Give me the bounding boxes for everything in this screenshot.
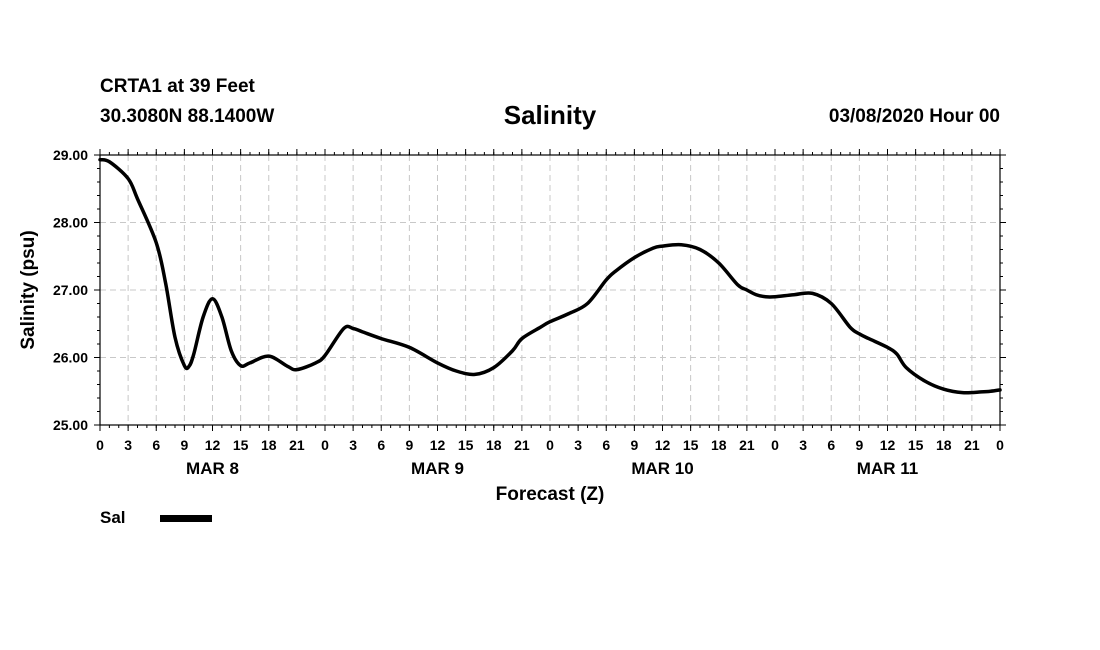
station-name: CRTA1 at 39 Feet <box>100 76 255 97</box>
y-axis-label: Salinity (psu) <box>18 230 39 349</box>
x-tick-label: 15 <box>908 437 924 453</box>
x-tick-label: 0 <box>996 437 1004 453</box>
date-label: MAR 11 <box>857 459 918 478</box>
x-tick-label: 0 <box>321 437 329 453</box>
x-tick-label: 6 <box>152 437 160 453</box>
plot-frame <box>99 154 1001 426</box>
date-label: MAR 9 <box>411 459 464 478</box>
x-tick-label: 21 <box>289 437 305 453</box>
series-layer <box>98 157 1002 395</box>
date-label: MAR 10 <box>631 459 693 478</box>
legend-swatch <box>160 514 212 522</box>
legend: Sal <box>100 508 212 528</box>
tick-labels: 25.00 26.00 27.00 28.00 29.00 0 3 6 9 12 15 18 21 0 3 6… <box>53 147 1004 478</box>
series-line-sal <box>98 157 1002 395</box>
run-time: 03/08/2020 Hour 00 <box>828 106 1000 127</box>
x-tick-label: 9 <box>180 437 188 453</box>
x-tick-label: 21 <box>964 437 980 453</box>
x-tick-label: 12 <box>205 437 221 453</box>
y-tick-label: 28.00 <box>53 215 88 231</box>
y-tick-label: 26.00 <box>53 350 88 366</box>
x-tick-label: 0 <box>546 437 554 453</box>
x-tick-label: 6 <box>827 437 835 453</box>
x-tick-label: 21 <box>739 437 755 453</box>
x-tick-label: 21 <box>514 437 530 453</box>
x-tick-label: 3 <box>124 437 132 453</box>
x-tick-label: 6 <box>377 437 385 453</box>
date-label: MAR 8 <box>186 459 239 478</box>
grid <box>100 155 1000 425</box>
x-tick-label: 3 <box>799 437 807 453</box>
x-tick-label: 18 <box>711 437 727 453</box>
x-tick-label: 18 <box>936 437 952 453</box>
x-tick-label: 12 <box>430 437 446 453</box>
x-tick-label: 0 <box>96 437 104 453</box>
x-tick-label: 9 <box>405 437 413 453</box>
x-tick-label: 12 <box>880 437 896 453</box>
legend-label: Sal <box>100 508 126 527</box>
x-tick-label: 3 <box>574 437 582 453</box>
x-tick-label: 3 <box>349 437 357 453</box>
x-axis-label: Forecast (Z) <box>496 484 605 505</box>
y-tick-label: 27.00 <box>53 282 88 298</box>
x-tick-label: 9 <box>630 437 638 453</box>
x-tick-label: 6 <box>602 437 610 453</box>
x-tick-label: 15 <box>233 437 249 453</box>
x-tick-label: 15 <box>683 437 699 453</box>
x-tick-label: 12 <box>655 437 671 453</box>
chart-title: Salinity <box>503 100 597 130</box>
y-tick-label: 25.00 <box>53 417 88 433</box>
station-coordinates: 30.3080N 88.1400W <box>100 106 275 127</box>
y-tick-label: 29.00 <box>53 147 88 163</box>
x-tick-label: 15 <box>458 437 474 453</box>
x-tick-label: 0 <box>771 437 779 453</box>
x-tick-label: 18 <box>486 437 502 453</box>
x-tick-label: 9 <box>855 437 863 453</box>
x-tick-label: 18 <box>261 437 277 453</box>
